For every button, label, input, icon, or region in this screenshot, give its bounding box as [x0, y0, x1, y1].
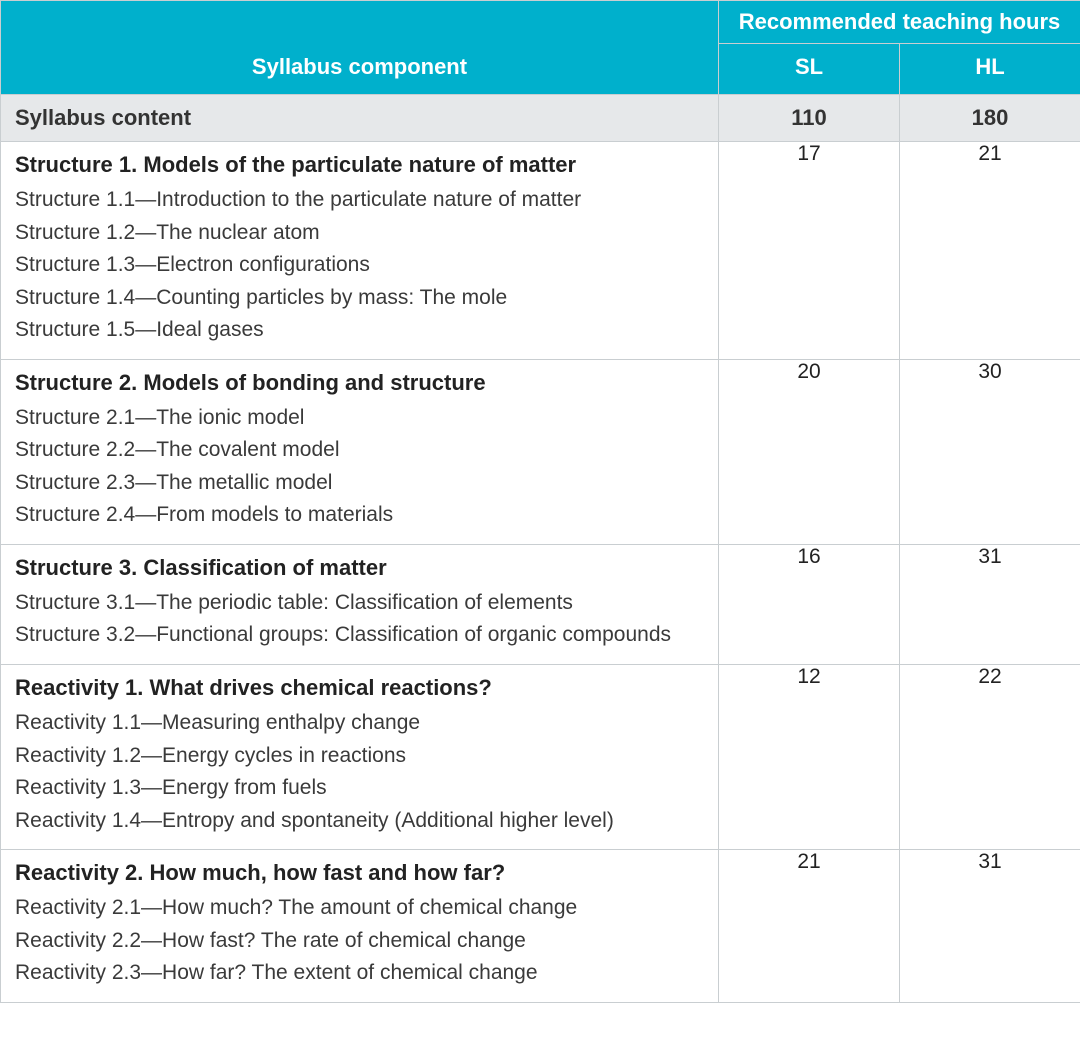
section-sub-list: Reactivity 1.1—Measuring enthalpy change… [1, 707, 718, 849]
section-title: Reactivity 1. What drives chemical react… [1, 665, 718, 707]
table-body: Syllabus content 110 180 Structure 1. Mo… [1, 95, 1080, 1003]
section-sl-cell: 16 [719, 544, 900, 664]
section-sub-item: Structure 1.4—Counting particles by mass… [15, 282, 704, 315]
section-component-cell: Reactivity 1. What drives chemical react… [1, 665, 719, 850]
header-sl-label: SL [719, 44, 899, 94]
header-hl: HL [900, 44, 1080, 95]
section-sub-item: Reactivity 1.1—Measuring enthalpy change [15, 707, 704, 740]
section-hl-value: 22 [978, 665, 1001, 688]
section-sub-list: Structure 2.1—The ionic modelStructure 2… [1, 402, 718, 544]
header-sl: SL [719, 44, 900, 95]
section-hl-cell: 31 [900, 544, 1080, 664]
section-row: Reactivity 2. How much, how fast and how… [1, 850, 1080, 1003]
section-title: Structure 2. Models of bonding and struc… [1, 360, 718, 402]
section-hl-value: 31 [978, 545, 1001, 568]
section-hl-cell: 31 [900, 850, 1080, 1003]
summary-hl-cell: 180 [900, 95, 1080, 142]
summary-row: Syllabus content 110 180 [1, 95, 1080, 142]
section-row: Structure 2. Models of bonding and struc… [1, 359, 1080, 544]
section-sub-item: Structure 3.1—The periodic table: Classi… [15, 587, 704, 620]
section-sub-item: Reactivity 2.2—How fast? The rate of che… [15, 925, 704, 958]
section-sub-item: Reactivity 1.4—Entropy and spontaneity (… [15, 805, 704, 838]
section-sl-cell: 21 [719, 850, 900, 1003]
section-sub-list: Structure 1.1—Introduction to the partic… [1, 184, 718, 359]
section-sub-item: Structure 1.5—Ideal gases [15, 314, 704, 347]
section-sub-item: Reactivity 1.2—Energy cycles in reaction… [15, 740, 704, 773]
section-row: Structure 1. Models of the particulate n… [1, 142, 1080, 360]
summary-sl-cell: 110 [719, 95, 900, 142]
section-sl-value: 21 [797, 850, 820, 873]
header-hl-label: HL [900, 44, 1080, 94]
header-group: Recommended teaching hours [719, 1, 1080, 44]
section-sl-value: 16 [797, 545, 820, 568]
summary-label: Syllabus content [1, 95, 718, 141]
section-hl-value: 21 [978, 142, 1001, 165]
section-sub-item: Structure 1.3—Electron configurations [15, 249, 704, 282]
section-title: Structure 1. Models of the particulate n… [1, 142, 718, 184]
section-sub-item: Reactivity 2.3—How far? The extent of ch… [15, 957, 704, 990]
section-component-cell: Structure 2. Models of bonding and struc… [1, 359, 719, 544]
section-sub-item: Reactivity 2.1—How much? The amount of c… [15, 892, 704, 925]
section-sub-item: Structure 2.2—The covalent model [15, 434, 704, 467]
syllabus-table: Syllabus component Recommended teaching … [0, 0, 1080, 1003]
section-hl-cell: 22 [900, 665, 1080, 850]
header-component: Syllabus component [1, 1, 719, 95]
section-sl-cell: 17 [719, 142, 900, 360]
section-hl-value: 31 [978, 850, 1001, 873]
section-row: Reactivity 1. What drives chemical react… [1, 665, 1080, 850]
section-sub-item: Structure 2.1—The ionic model [15, 402, 704, 435]
summary-sl: 110 [719, 95, 899, 141]
section-sub-item: Structure 3.2—Functional groups: Classif… [15, 619, 704, 652]
section-sl-value: 17 [797, 142, 820, 165]
section-sl-cell: 20 [719, 359, 900, 544]
section-sub-list: Structure 3.1—The periodic table: Classi… [1, 587, 718, 664]
section-sl-value: 12 [797, 665, 820, 688]
summary-label-cell: Syllabus content [1, 95, 719, 142]
header-group-label: Recommended teaching hours [719, 1, 1080, 43]
section-title: Structure 3. Classification of matter [1, 545, 718, 587]
section-sub-item: Structure 2.4—From models to materials [15, 499, 704, 532]
section-title: Reactivity 2. How much, how fast and how… [1, 850, 718, 892]
section-component-cell: Structure 3. Classification of matterStr… [1, 544, 719, 664]
section-sub-list: Reactivity 2.1—How much? The amount of c… [1, 892, 718, 1002]
section-sub-item: Structure 1.2—The nuclear atom [15, 217, 704, 250]
section-hl-cell: 21 [900, 142, 1080, 360]
section-sub-item: Structure 1.1—Introduction to the partic… [15, 184, 704, 217]
section-sl-value: 20 [797, 360, 820, 383]
section-sub-item: Reactivity 1.3—Energy from fuels [15, 772, 704, 805]
summary-hl: 180 [900, 95, 1080, 141]
section-component-cell: Reactivity 2. How much, how fast and how… [1, 850, 719, 1003]
section-component-cell: Structure 1. Models of the particulate n… [1, 142, 719, 360]
section-sl-cell: 12 [719, 665, 900, 850]
section-sub-item: Structure 2.3—The metallic model [15, 467, 704, 500]
table-header: Syllabus component Recommended teaching … [1, 1, 1080, 95]
section-hl-value: 30 [978, 360, 1001, 383]
header-component-label: Syllabus component [1, 44, 718, 94]
section-row: Structure 3. Classification of matterStr… [1, 544, 1080, 664]
section-hl-cell: 30 [900, 359, 1080, 544]
